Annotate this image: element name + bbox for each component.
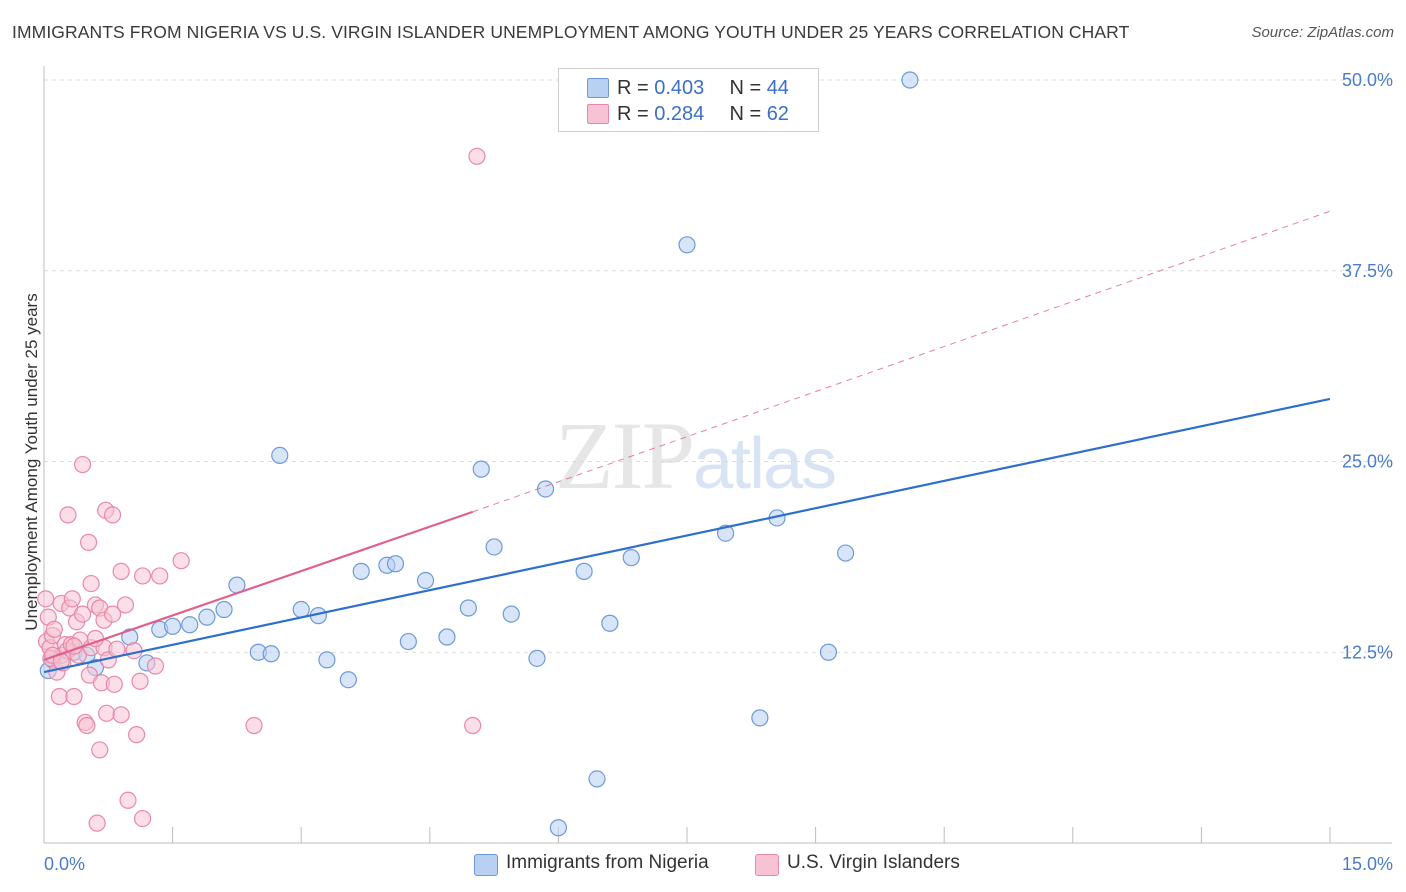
point-virgin-islanders (245, 716, 263, 735)
point-nigeria (472, 460, 490, 478)
point-virgin-islanders (464, 716, 482, 735)
point-virgin-islanders (50, 687, 69, 706)
point-virgin-islanders (80, 666, 99, 684)
y-tick-label: 25.0% (1342, 452, 1393, 472)
point-virgin-islanders (63, 590, 81, 608)
point-virgin-islanders (105, 675, 123, 693)
point-virgin-islanders (112, 706, 130, 724)
point-virgin-islanders (146, 657, 165, 675)
point-nigeria (536, 480, 555, 498)
point-nigeria (262, 645, 280, 663)
point-virgin-islanders (116, 596, 135, 614)
point-nigeria (678, 236, 696, 254)
point-virgin-islanders (73, 605, 92, 623)
legend-n-label: N = (729, 102, 767, 125)
legend-r-label: R = (617, 76, 655, 99)
point-nigeria (271, 446, 289, 464)
point-virgin-islanders (82, 574, 100, 593)
point-virgin-islanders (59, 506, 77, 524)
correlation-legend: R = 0.403 N = 44 R = 0.284 N = 62 (558, 68, 819, 132)
bottom-legend-label: U.S. Virgin Islanders (787, 852, 960, 873)
watermark-atlas: atlas (693, 424, 837, 504)
point-nigeria (502, 605, 520, 623)
legend-swatch-pink (587, 104, 609, 124)
legend-n-label: N = (729, 76, 767, 99)
x-tick-label: 15.0% (1342, 854, 1393, 874)
point-nigeria (386, 555, 405, 573)
point-nigeria (416, 571, 435, 590)
point-virgin-islanders (103, 605, 122, 623)
point-virgin-islanders (133, 809, 152, 828)
legend-r-value: 0.284 (654, 102, 705, 125)
trend-line-nigeria (43, 397, 1331, 674)
point-virgin-islanders (112, 562, 130, 580)
legend-n-value: 44 (766, 76, 789, 99)
point-virgin-islanders (91, 741, 109, 759)
point-nigeria (438, 628, 456, 646)
point-nigeria (485, 538, 503, 556)
point-virgin-islanders (133, 567, 152, 585)
point-virgin-islanders (97, 704, 116, 722)
y-axis-label: Unemployment Among Youth under 25 years (22, 293, 41, 631)
point-virgin-islanders (37, 590, 55, 608)
point-virgin-islanders (103, 506, 122, 524)
legend-r-label: R = (617, 102, 655, 125)
point-nigeria (819, 643, 838, 661)
point-nigeria (215, 600, 233, 619)
trend-line-virgin-islanders (472, 210, 1331, 513)
point-nigeria (181, 616, 199, 634)
point-nigeria (528, 649, 546, 667)
point-virgin-islanders (45, 620, 63, 638)
point-virgin-islanders (79, 533, 98, 551)
point-virgin-islanders (172, 552, 190, 570)
point-nigeria (901, 71, 919, 89)
y-tick-label: 37.5% (1342, 261, 1393, 281)
point-nigeria (164, 617, 182, 635)
point-virgin-islanders (119, 791, 137, 809)
point-nigeria (459, 599, 477, 617)
point-virgin-islanders (88, 814, 106, 832)
point-virgin-islanders (73, 455, 92, 474)
point-virgin-islanders (131, 672, 149, 690)
point-nigeria (198, 608, 216, 626)
bottom-legend-swatch-pink (755, 854, 779, 876)
watermark: ZIPatlas (555, 400, 837, 511)
y-tick-label: 12.5% (1342, 642, 1393, 662)
point-nigeria (751, 709, 769, 727)
point-virgin-islanders (78, 716, 96, 735)
point-virgin-islanders (151, 567, 169, 585)
point-nigeria (339, 671, 357, 689)
legend-r-value: 0.403 (654, 76, 705, 99)
legend-n-value: 62 (766, 102, 789, 125)
source-label: Source: ZipAtlas.com (1251, 24, 1394, 41)
point-nigeria (399, 632, 417, 651)
point-nigeria (588, 770, 606, 788)
trend-line-virgin-islanders (43, 510, 474, 661)
bottom-legend-swatch-blue (474, 854, 498, 876)
point-nigeria (601, 614, 619, 632)
point-nigeria (575, 562, 593, 580)
point-nigeria (318, 651, 336, 669)
point-nigeria (292, 600, 310, 619)
watermark-zip: ZIP (555, 402, 695, 509)
point-virgin-islanders (127, 726, 146, 744)
x-tick-label: 0.0% (44, 854, 85, 874)
point-virgin-islanders (65, 687, 83, 706)
point-nigeria (352, 562, 370, 580)
point-virgin-islanders (468, 147, 486, 165)
chart-title: IMMIGRANTS FROM NIGERIA VS U.S. VIRGIN I… (12, 22, 1130, 42)
point-nigeria (622, 549, 640, 567)
bottom-legend-label: Immigrants from Nigeria (506, 852, 709, 873)
point-nigeria (549, 819, 568, 837)
point-nigeria (837, 544, 855, 562)
legend-swatch-blue (587, 78, 609, 98)
y-tick-label: 50.0% (1342, 70, 1393, 90)
